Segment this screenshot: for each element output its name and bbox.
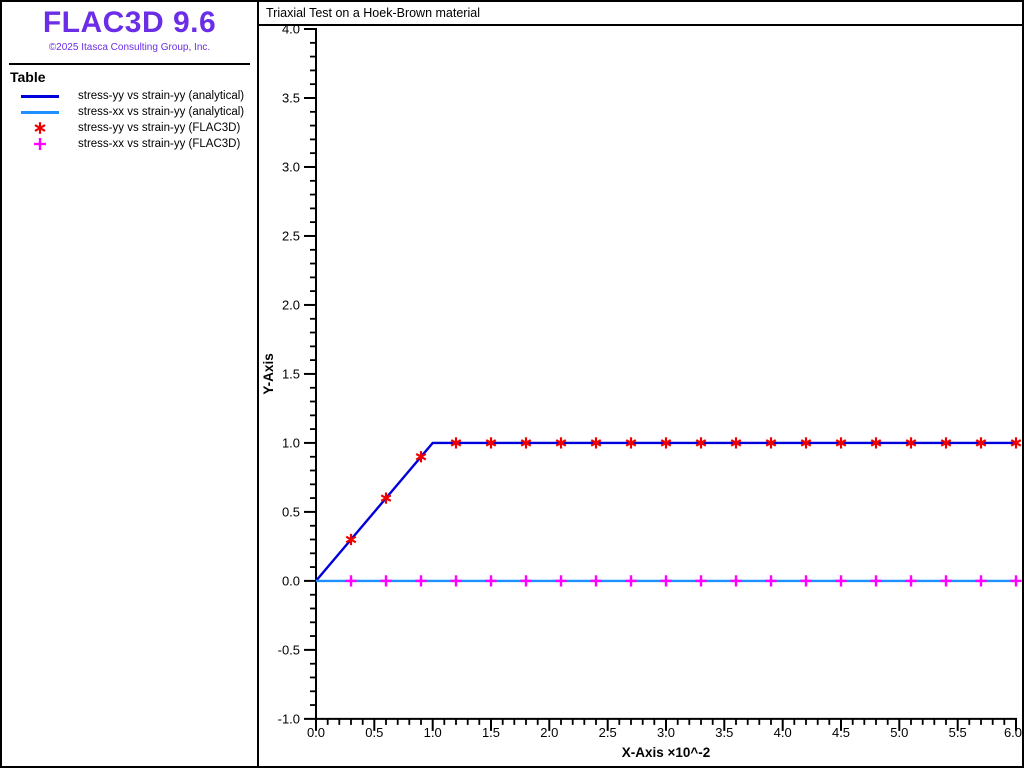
legend-line-swatch (12, 110, 68, 114)
legend-item-label: stress-yy vs strain-yy (FLAC3D) (78, 122, 241, 134)
legend-marker-swatch (12, 137, 68, 151)
app-logo: FLAC3D 9.6 (42, 6, 217, 39)
legend-item: stress-xx vs strain-yy (FLAC3D) (2, 136, 257, 152)
svg-text:-0.5: -0.5 (278, 642, 300, 657)
series-markers-3 (345, 575, 1022, 587)
svg-text:2.0: 2.0 (540, 725, 558, 740)
legend-item: stress-yy vs strain-yy (analytical) (2, 88, 257, 104)
legend-divider (9, 63, 250, 65)
svg-text:1.5: 1.5 (282, 366, 300, 381)
svg-text:2.5: 2.5 (599, 725, 617, 740)
line-swatch-icon (21, 110, 59, 114)
chart-title-bar: Triaxial Test on a Hoek-Brown material (259, 2, 1022, 26)
svg-text:2.5: 2.5 (282, 228, 300, 243)
plus-marker-icon (34, 138, 46, 150)
svg-text:X-Axis ×10^-2: X-Axis ×10^-2 (622, 745, 710, 760)
svg-text:1.0: 1.0 (282, 435, 300, 450)
svg-text:0.5: 0.5 (365, 725, 383, 740)
chart-title: Triaxial Test on a Hoek-Brown material (266, 6, 480, 20)
legend-item: stress-xx vs strain-yy (analytical) (2, 104, 257, 120)
series-line-0 (315, 441, 1016, 582)
svg-text:5.5: 5.5 (949, 725, 967, 740)
copyright-text: ©2025 Itasca Consulting Group, Inc. (48, 42, 211, 53)
svg-text:1.0: 1.0 (424, 725, 442, 740)
svg-text:4.0: 4.0 (774, 725, 792, 740)
svg-text:3.0: 3.0 (657, 725, 675, 740)
legend-item-label: stress-yy vs strain-yy (analytical) (78, 90, 245, 102)
y-axis: -1.0 -0.5 0.0 0.5 1.0 1.5 2.0 2.5 3.0 3.5 4.0 Y-Axi… (261, 26, 317, 726)
asterisk-marker-icon (34, 122, 46, 134)
chart-area: Triaxial Test on a Hoek-Brown material -… (259, 2, 1022, 766)
svg-text:3.0: 3.0 (282, 159, 300, 174)
svg-text:4.0: 4.0 (282, 26, 300, 37)
svg-text:0.0: 0.0 (282, 573, 300, 588)
svg-text:5.0: 5.0 (890, 725, 908, 740)
legend-item: stress-yy vs strain-yy (FLAC3D) (2, 120, 257, 136)
legend-list: stress-yy vs strain-yy (analytical) stres… (2, 88, 257, 152)
plot-region: -1.0 -0.5 0.0 0.5 1.0 1.5 2.0 2.5 3.0 3.5 4.0 Y-Axi… (259, 26, 1022, 766)
svg-text:6.0: 6.0 (1004, 725, 1022, 740)
legend-line-swatch (12, 94, 68, 98)
svg-text:0.5: 0.5 (282, 504, 300, 519)
legend-item-label: stress-xx vs strain-yy (analytical) (78, 106, 245, 118)
plot-canvas[interactable]: -1.0 -0.5 0.0 0.5 1.0 1.5 2.0 2.5 3.0 3.5 4.0 Y-Axi… (259, 26, 1022, 766)
svg-text:0.0: 0.0 (307, 725, 325, 740)
x-axis: 0.0 0.5 1.0 1.5 2.0 2.5 3.0 3.5 4.0 4.5 5.0 5.5 6.0 X… (307, 717, 1022, 760)
svg-text:4.5: 4.5 (832, 725, 850, 740)
svg-text:Y-Axis: Y-Axis (261, 353, 276, 394)
legend-marker-swatch (12, 121, 68, 135)
svg-text:3.5: 3.5 (282, 90, 300, 105)
svg-text:1.5: 1.5 (482, 725, 500, 740)
svg-text:2.0: 2.0 (282, 297, 300, 312)
sidebar: FLAC3D 9.6 ©2025 Itasca Consulting Group… (2, 2, 259, 766)
svg-text:3.5: 3.5 (715, 725, 733, 740)
line-swatch-icon (21, 94, 59, 98)
svg-text:-1.0: -1.0 (278, 711, 300, 726)
series-markers-2 (345, 437, 1022, 546)
legend-item-label: stress-xx vs strain-yy (FLAC3D) (78, 138, 241, 150)
legend-title: Table (10, 69, 46, 85)
